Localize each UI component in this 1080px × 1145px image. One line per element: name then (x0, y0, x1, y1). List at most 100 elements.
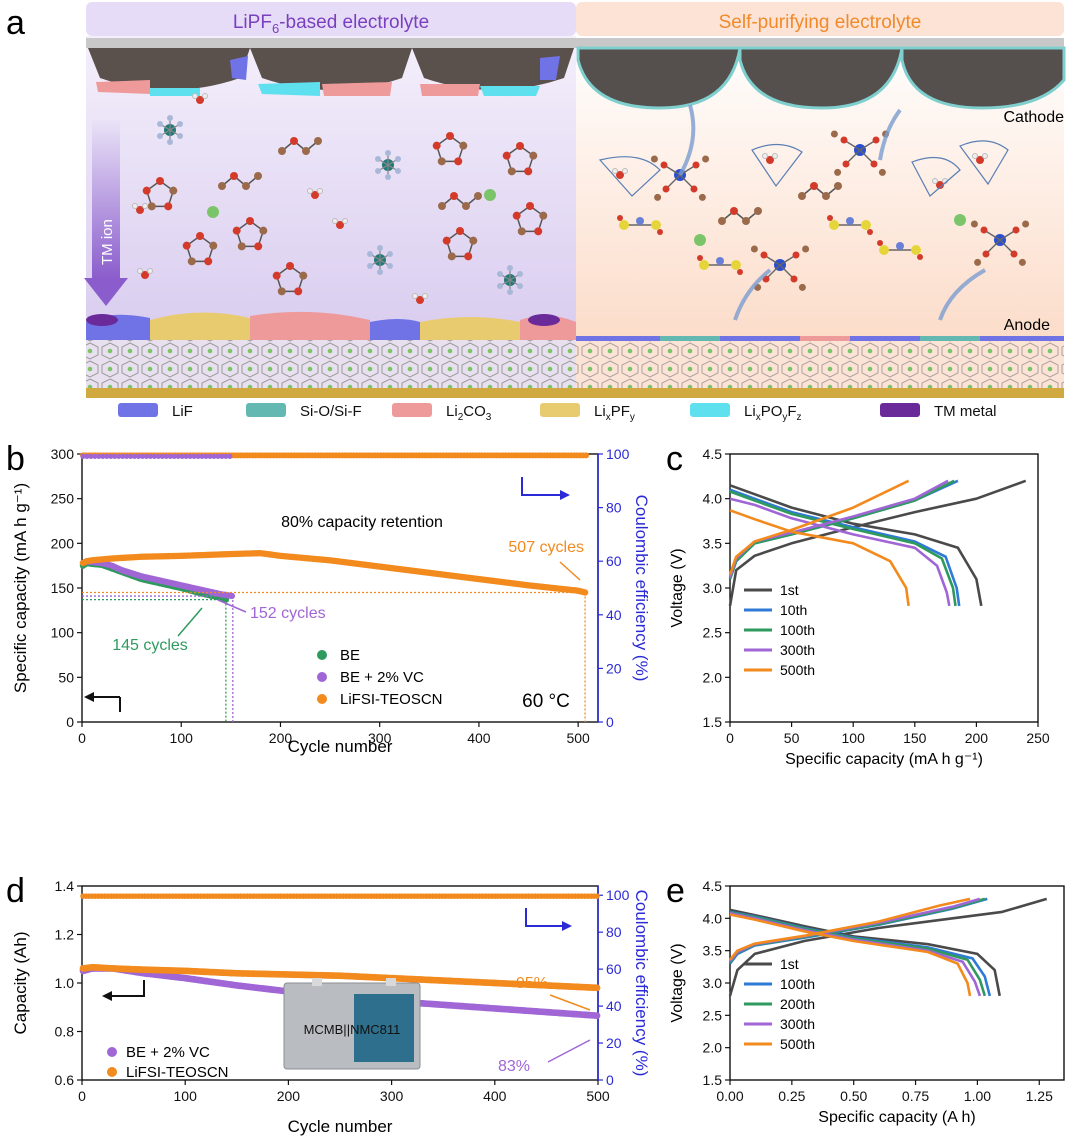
y-tick-label: 0.6 (55, 1072, 75, 1088)
atom (311, 191, 319, 199)
x-tick-label: 1.00 (964, 1088, 991, 1104)
legend-label-part: Si-O/Si-F (300, 403, 362, 420)
ce-point (124, 453, 130, 459)
y2-tick-label: 100 (606, 446, 630, 462)
atom (694, 234, 706, 246)
atom (699, 260, 709, 270)
x-tick-label: 0.25 (778, 1088, 805, 1104)
ce-point (223, 453, 229, 459)
solvent-molecules-left (132, 93, 548, 304)
atom (657, 229, 663, 235)
discharge-curve-500th (729, 913, 972, 997)
atom (156, 177, 164, 185)
y-tick-label: 1.5 (703, 714, 723, 730)
legend-label-1: Si-O/Si-F (300, 403, 362, 420)
retention-vc-annotation: 83% (498, 1058, 530, 1075)
y2-tick-label: 80 (606, 924, 622, 940)
ce-point (112, 453, 118, 459)
legend-swatch-2 (392, 403, 432, 417)
right-axis-arrowhead (560, 490, 570, 500)
atom (147, 268, 153, 274)
legend-label-chartE-3: 300th (780, 1016, 815, 1032)
x-tick-label: 400 (467, 730, 491, 746)
atom (932, 178, 938, 184)
x-tick-label: 200 (269, 730, 293, 746)
x-axis-title: Cycle number (288, 737, 393, 756)
discharge-curve-10th (729, 488, 961, 607)
atom (802, 245, 810, 253)
x-tick-label: 100 (170, 730, 194, 746)
legend-label-part: LiF (172, 403, 193, 420)
legend-swatch-3 (540, 403, 580, 417)
legend-label-chartE-2: 200th (780, 996, 815, 1012)
atom (516, 142, 524, 150)
legend-label-5: TM metal (934, 403, 997, 420)
atom (690, 185, 698, 193)
atom (192, 93, 198, 99)
atom (177, 121, 183, 127)
y-tick-label: 4.5 (703, 446, 723, 462)
cycles-vc-arrow (217, 599, 247, 613)
atom (790, 275, 798, 283)
x-tick-label: 300 (380, 1088, 404, 1104)
atom (469, 236, 478, 245)
y2-tick-label: 100 (606, 887, 630, 903)
atom (830, 130, 838, 138)
atom (367, 251, 373, 257)
y2-tick-label: 0 (606, 714, 614, 730)
y-tick-label: 0 (66, 714, 74, 730)
atom (798, 192, 806, 200)
ce-point (151, 453, 158, 459)
y-axis-title: Specific capacity (mA h g⁻¹) (11, 483, 30, 693)
legend-label-chartC-0: 1st (780, 582, 799, 598)
atom (879, 245, 889, 255)
atom (507, 289, 513, 295)
atom (317, 188, 323, 194)
y-tick-label: 1.4 (55, 878, 75, 894)
y-tick-label: 3.0 (703, 580, 723, 596)
atom (294, 287, 303, 296)
left-axis-arrow (112, 980, 145, 997)
panel-label-b: b (6, 440, 25, 478)
legend-label-part: x (606, 412, 611, 423)
tm-ion-arrow: TM ion (84, 120, 128, 306)
atom (157, 121, 163, 127)
legend-label-d-0: BE + 2% VC (126, 1044, 210, 1061)
atom (512, 211, 521, 220)
charge-curve-500th (728, 479, 910, 576)
atom (202, 93, 208, 99)
atom (387, 251, 393, 257)
atom (529, 151, 538, 160)
ce-point (187, 453, 193, 459)
cycles-vc-annotation: 152 cycles (250, 605, 326, 622)
left-electrolyte-title: LiPF6-based electrolyte (233, 12, 429, 36)
atom (254, 242, 263, 251)
atom (497, 271, 503, 277)
atom (447, 252, 456, 261)
y2-tick-label: 60 (606, 961, 622, 977)
cycles-teo-annotation: 507 cycles (508, 539, 584, 556)
atom (972, 153, 978, 159)
schematic-panel: a (6, 2, 1066, 423)
legend-label-part: y (630, 412, 635, 423)
atom (762, 153, 768, 159)
legend-swatch-5 (880, 403, 920, 417)
atom (367, 263, 373, 269)
atom (827, 215, 833, 221)
x-axis-title: Specific capacity (mA h g⁻¹) (785, 751, 983, 768)
x-tick-label: 300 (368, 730, 392, 746)
x-tick-label: 0 (78, 730, 86, 746)
atom (1012, 226, 1020, 234)
legend-label-part: Li (744, 403, 756, 420)
legend-label-3: LixPFy (594, 403, 635, 423)
atom (524, 167, 533, 176)
ce-point (167, 453, 173, 459)
atom (484, 189, 496, 201)
legend-label-chartC-4: 500th (780, 662, 815, 678)
legend-marker-d-0 (107, 1047, 117, 1057)
pouch-cell-label: MCMB||NMC811 (304, 1022, 401, 1037)
right-axis-arrow (521, 477, 560, 496)
atom (167, 115, 173, 121)
atom (654, 193, 662, 201)
legend-marker-b-2 (317, 694, 327, 704)
